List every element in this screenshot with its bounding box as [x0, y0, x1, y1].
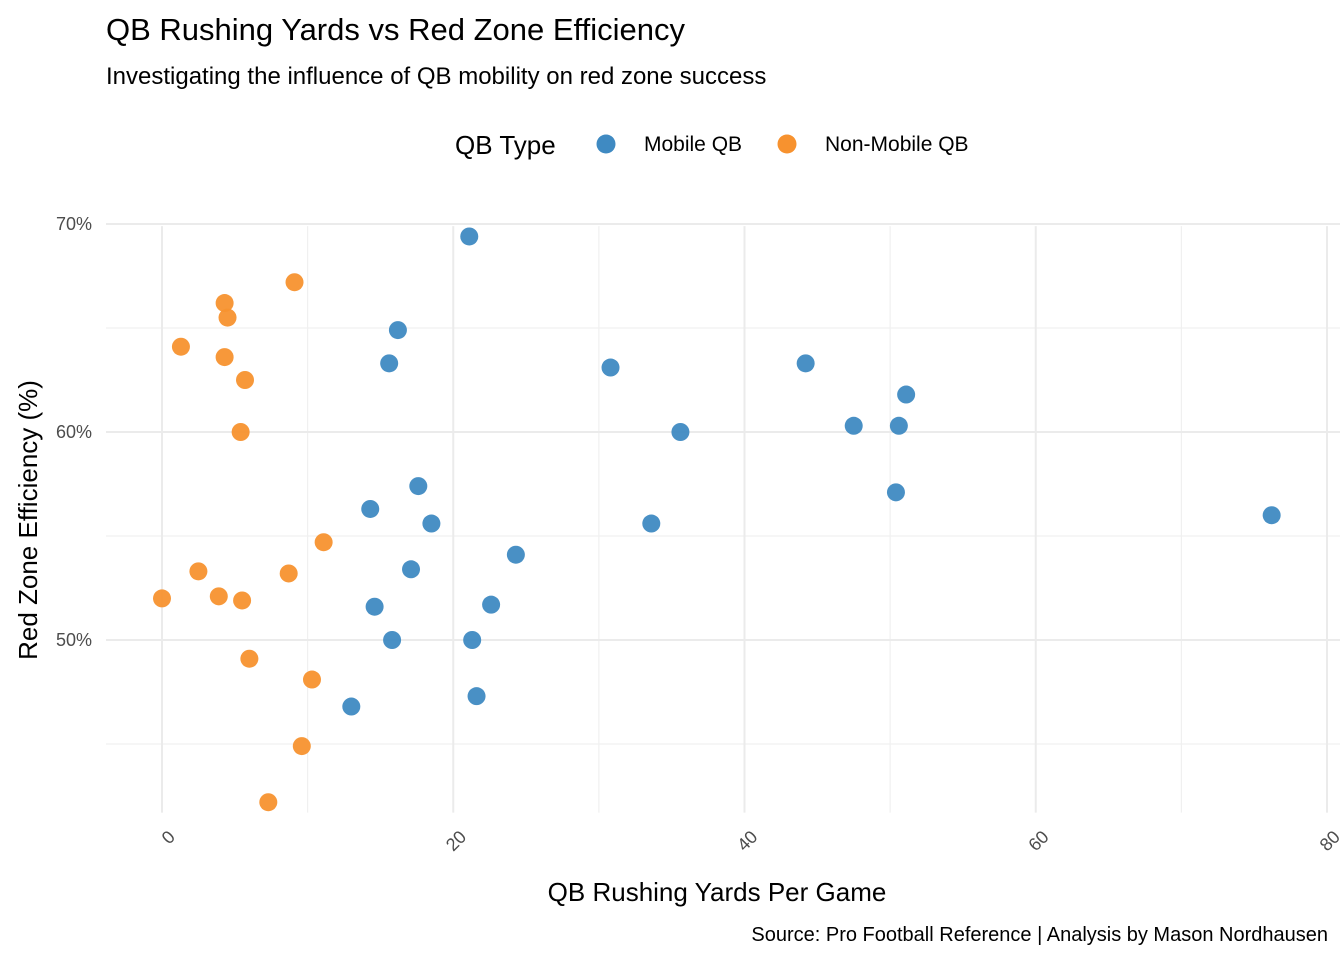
- point-mobile-qb: [463, 631, 482, 649]
- point-mobile-qb: [482, 595, 501, 614]
- point-mobile-qb: [601, 358, 620, 377]
- chart-caption: Source: Pro Football Reference | Analysi…: [751, 924, 1328, 946]
- legend: QB Type Mobile QB Non-Mobile QB: [455, 130, 969, 160]
- point-mobile-qb: [886, 483, 905, 502]
- point-mobile-qb: [409, 477, 428, 496]
- point-non-mobile-qb: [259, 793, 278, 812]
- point-mobile-qb: [460, 227, 479, 246]
- point-non-mobile-qb: [171, 337, 190, 356]
- y-tick-label: 60%: [56, 422, 92, 442]
- x-tick-label: 40: [733, 827, 761, 855]
- y-tick-label: 70%: [56, 214, 92, 234]
- point-non-mobile-qb: [189, 562, 208, 581]
- point-non-mobile-qb: [215, 348, 234, 367]
- point-mobile-qb: [642, 514, 661, 533]
- point-non-mobile-qb: [285, 273, 304, 292]
- x-axis-ticks: 0 20 40 60 80: [158, 827, 1344, 855]
- point-mobile-qb: [671, 423, 690, 441]
- point-non-mobile-qb: [302, 670, 321, 689]
- legend-label-non-mobile-qb: Non-Mobile QB: [825, 133, 969, 156]
- point-mobile-qb: [402, 560, 421, 579]
- point-non-mobile-qb: [236, 371, 255, 389]
- point-non-mobile-qb: [218, 308, 237, 327]
- point-mobile-qb: [796, 354, 815, 373]
- legend-title: QB Type: [455, 130, 556, 160]
- point-non-mobile-qb: [153, 589, 171, 608]
- point-non-mobile-qb: [233, 591, 252, 610]
- point-non-mobile-qb: [314, 533, 333, 552]
- point-non-mobile-qb: [215, 294, 234, 313]
- chart-title: QB Rushing Yards vs Red Zone Efficiency: [106, 12, 685, 47]
- point-mobile-qb: [365, 597, 384, 616]
- point-non-mobile-qb: [240, 649, 259, 668]
- legend-key-non-mobile-qb: [777, 134, 797, 154]
- point-mobile-qb: [889, 416, 908, 435]
- point-non-mobile-qb: [231, 423, 250, 441]
- y-tick-label: 50%: [56, 630, 92, 650]
- point-mobile-qb: [388, 321, 407, 340]
- point-mobile-qb: [844, 416, 863, 435]
- point-mobile-qb: [380, 354, 399, 373]
- chart-subtitle: Investigating the influence of QB mobili…: [106, 63, 766, 90]
- x-tick-label: 80: [1316, 827, 1344, 855]
- point-mobile-qb: [1262, 506, 1281, 525]
- grid-lines: [106, 223, 1340, 813]
- point-mobile-qb: [361, 499, 380, 518]
- point-mobile-qb: [383, 631, 402, 649]
- x-axis-title: QB Rushing Yards Per Game: [548, 877, 887, 907]
- point-non-mobile-qb: [279, 564, 298, 583]
- data-points: [153, 227, 1281, 812]
- point-mobile-qb: [467, 687, 486, 706]
- point-non-mobile-qb: [209, 587, 228, 606]
- y-axis-ticks: 50% 60% 70%: [56, 214, 92, 650]
- point-mobile-qb: [342, 697, 361, 716]
- legend-key-mobile-qb: [596, 134, 616, 154]
- point-mobile-qb: [422, 514, 441, 533]
- legend-label-mobile-qb: Mobile QB: [644, 133, 742, 156]
- y-axis-title: Red Zone Efficiency (%): [13, 380, 43, 660]
- x-tick-label: 60: [1024, 827, 1052, 855]
- x-tick-label: 20: [442, 827, 470, 855]
- point-non-mobile-qb: [292, 737, 311, 756]
- point-mobile-qb: [506, 545, 525, 564]
- x-tick-label: 0: [158, 827, 179, 848]
- point-mobile-qb: [897, 385, 916, 404]
